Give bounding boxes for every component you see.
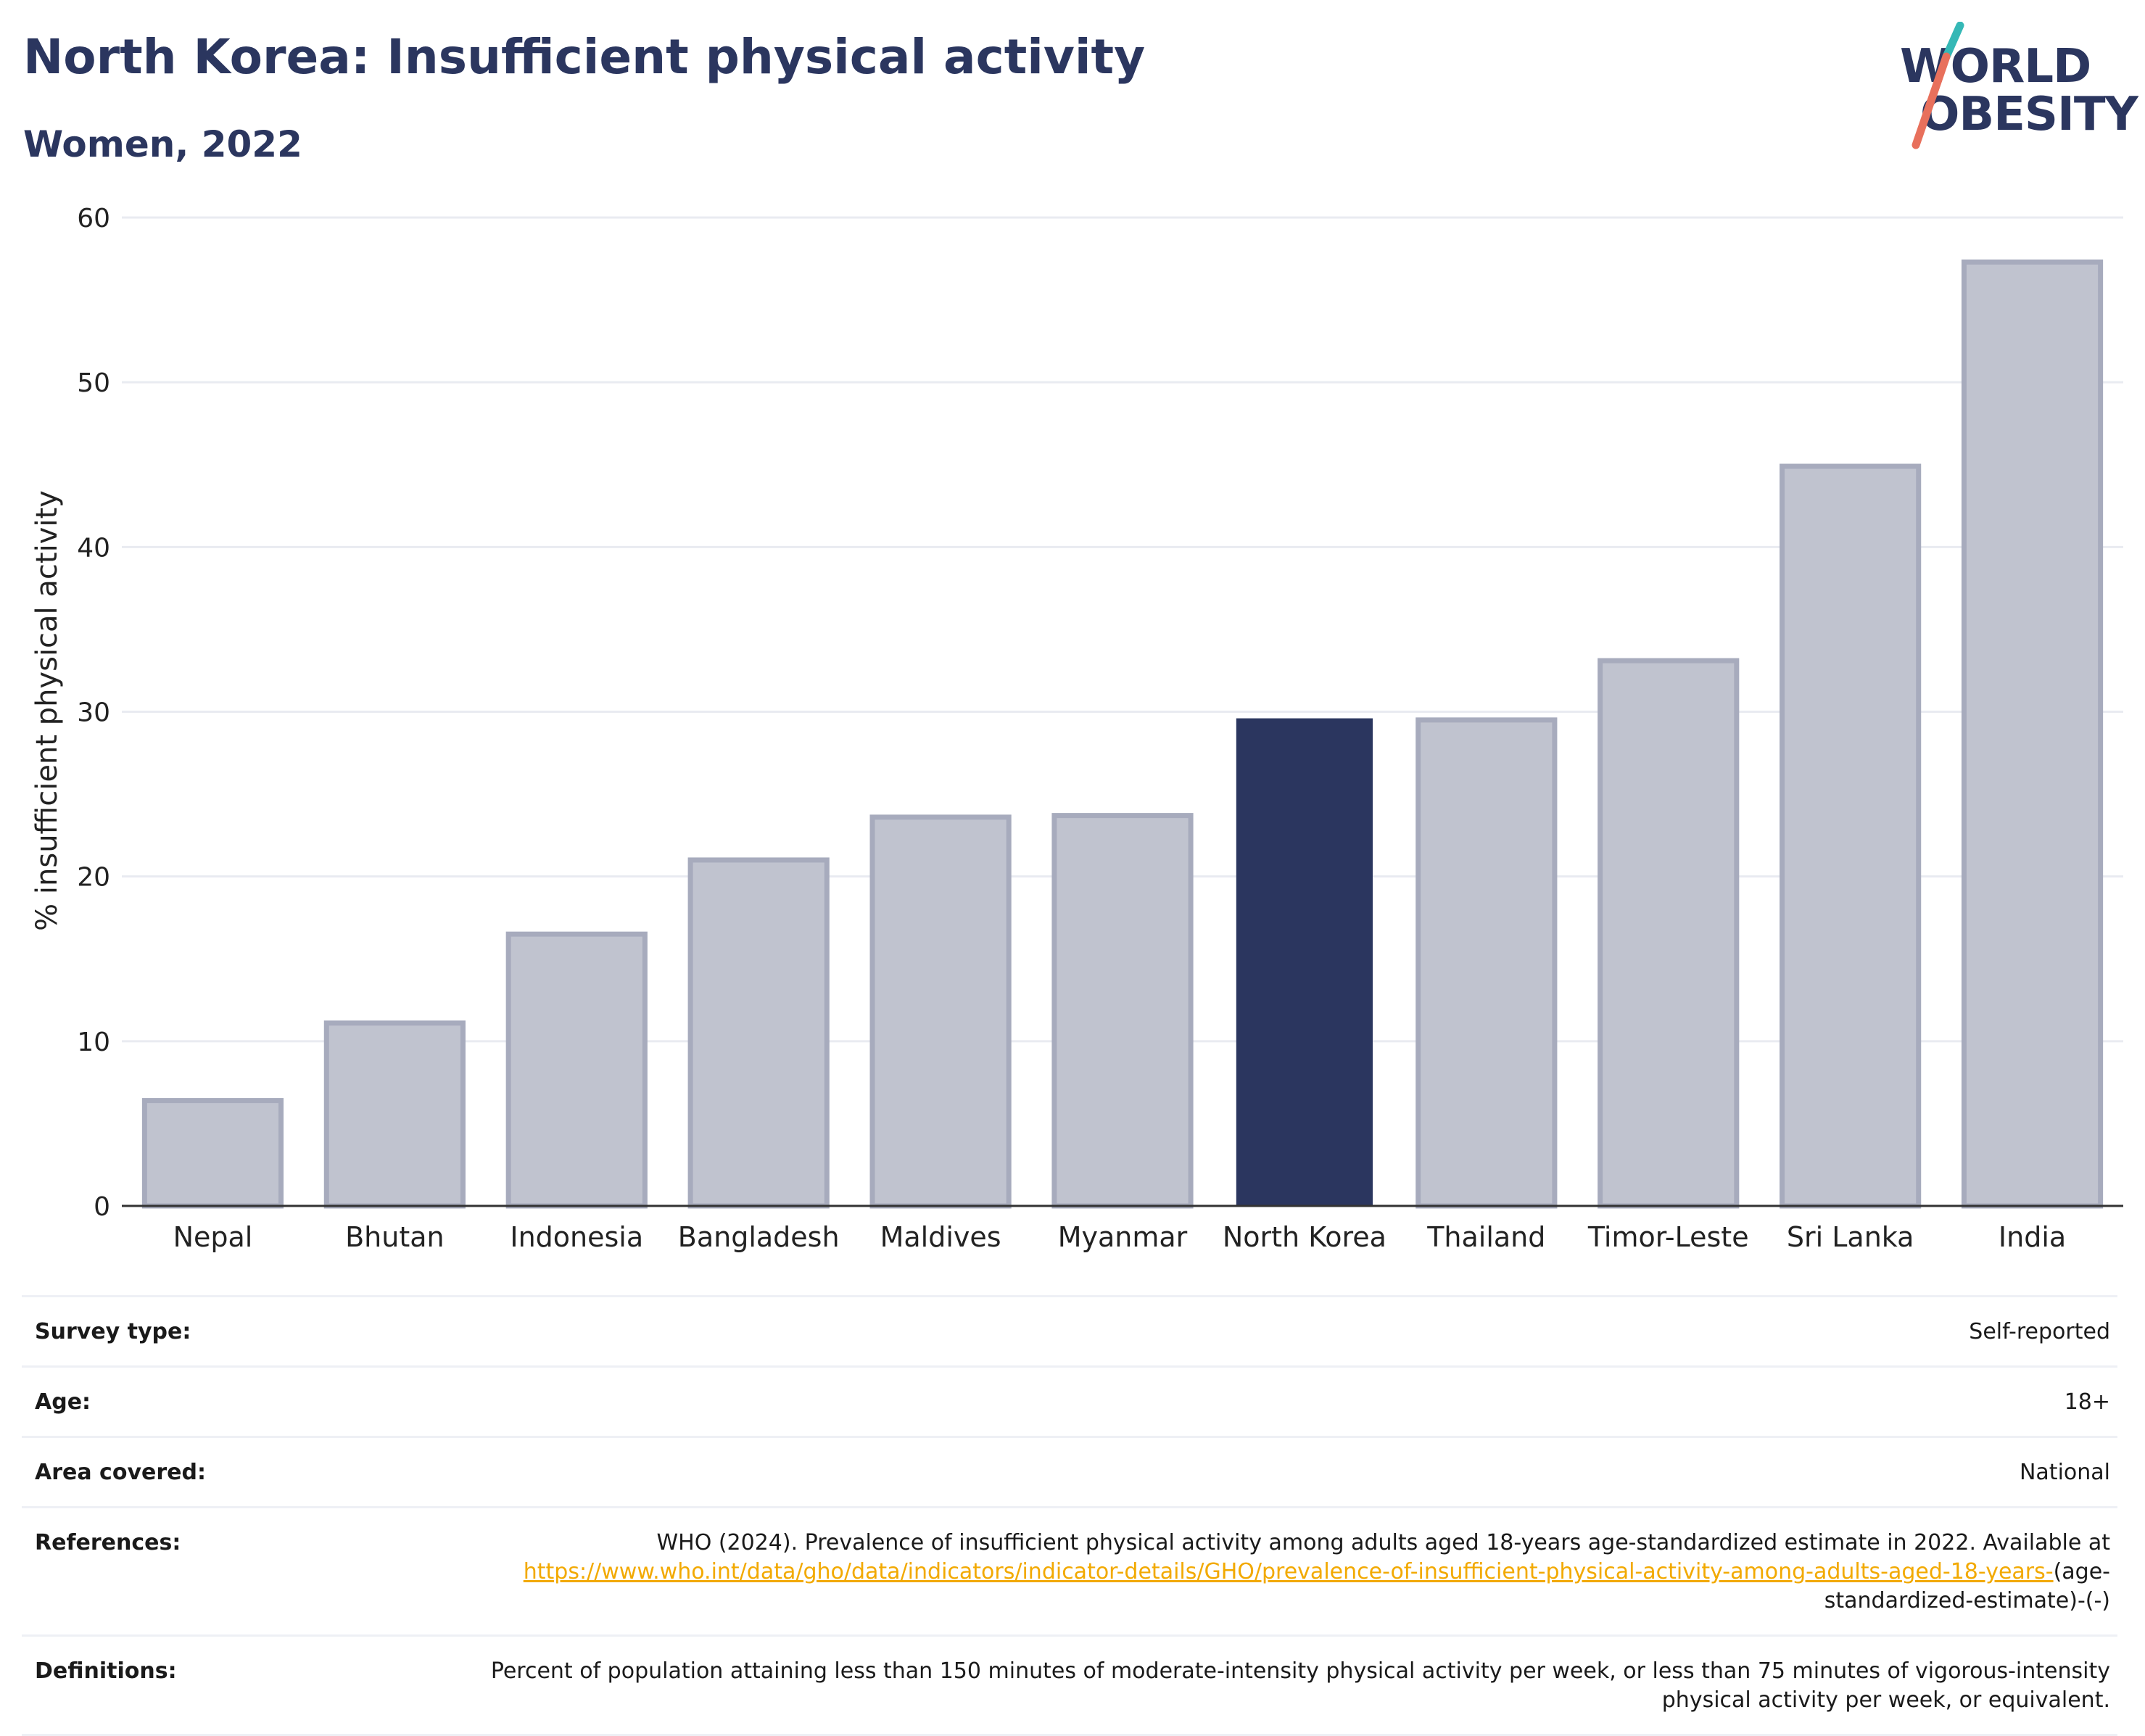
y-tick-label: 50 <box>77 368 110 398</box>
bar-nepal <box>141 1098 284 1209</box>
references-label: References: <box>35 1530 181 1555</box>
x-tick-label: Bangladesh <box>678 1221 840 1253</box>
x-axis-ticks: Nepal Bhutan Indonesia Bangladesh Maldives My… <box>173 1221 2067 1253</box>
page-subtitle: Women, 2022 <box>23 123 302 165</box>
age-value: 18+ <box>2064 1389 2110 1415</box>
references-link[interactable]: https://www.who.int/data/gho/data/indica… <box>523 1559 2054 1584</box>
bar-india <box>1961 259 2104 1209</box>
info-row-references: References: WHO (2024). Prevalence of in… <box>22 1506 2117 1634</box>
info-table: Survey type: Self-reported Age: 18+ Area… <box>22 1295 2117 1736</box>
logo-line-1: WORLD <box>1900 40 2091 94</box>
x-tick-label: Thailand <box>1426 1221 1545 1253</box>
references-suffix: (age-standardized-estimate)-(-) <box>1824 1559 2110 1613</box>
chart-bars <box>141 259 2104 1209</box>
info-row-area: Area covered: National <box>22 1436 2117 1506</box>
survey-type-label: Survey type: <box>35 1319 191 1344</box>
area-covered-value: National <box>2019 1460 2110 1485</box>
x-tick-label: Nepal <box>173 1221 253 1253</box>
logo-line-2: OBESITY <box>1920 88 2138 141</box>
definitions-value: Percent of population attaining less tha… <box>490 1658 2110 1713</box>
references-text: WHO (2024). Prevalence of insufficient p… <box>656 1530 2110 1555</box>
y-axis-ticks: 0 10 20 30 40 50 60 <box>77 204 110 1222</box>
x-tick-label: India <box>1999 1221 2066 1253</box>
x-tick-label: North Korea <box>1223 1221 1386 1253</box>
references-value: WHO (2024). Prevalence of insufficient p… <box>441 1529 2110 1616</box>
bar-chart: 0 10 20 30 40 50 60 % insufficient physical ac… <box>30 204 2123 1253</box>
bar-thailand <box>1415 717 1558 1209</box>
y-tick-label: 40 <box>77 533 110 563</box>
area-covered-label: Area covered: <box>35 1460 206 1485</box>
x-tick-label: Myanmar <box>1058 1221 1188 1253</box>
info-row-age: Age: 18+ <box>22 1365 2117 1436</box>
x-tick-label: Timor-Leste <box>1587 1221 1749 1253</box>
age-label: Age: <box>35 1389 91 1415</box>
y-tick-label: 10 <box>77 1028 110 1057</box>
x-tick-label: Indonesia <box>510 1221 643 1253</box>
definitions-label: Definitions: <box>35 1658 177 1684</box>
y-tick-label: 60 <box>77 204 110 233</box>
bar-maldives <box>869 814 1012 1209</box>
bar-indonesia <box>505 931 648 1209</box>
bar-myanmar <box>1051 813 1194 1209</box>
y-tick-label: 20 <box>77 863 110 893</box>
bar-bangladesh <box>687 857 830 1209</box>
logo-slash-icon <box>1912 22 1964 149</box>
bar-sri-lanka <box>1780 463 1922 1209</box>
x-tick-label: Sri Lanka <box>1787 1221 1914 1253</box>
bar-north-korea <box>1236 718 1373 1206</box>
info-row-survey-type: Survey type: Self-reported <box>22 1295 2117 1365</box>
survey-type-value: Self-reported <box>1969 1319 2110 1344</box>
bar-bhutan <box>323 1020 466 1209</box>
y-tick-label: 0 <box>94 1192 110 1222</box>
bar-timor-leste <box>1598 658 1740 1209</box>
world-obesity-logo: WORLD OBESITY <box>1885 22 2138 156</box>
y-axis-label: % insufficient physical activity <box>30 490 64 931</box>
page-title: North Korea: Insufficient physical activ… <box>23 29 1146 85</box>
x-tick-label: Maldives <box>880 1221 1001 1253</box>
info-row-definitions: Definitions: Percent of population attai… <box>22 1634 2117 1736</box>
y-tick-label: 30 <box>77 698 110 728</box>
x-tick-label: Bhutan <box>345 1221 445 1253</box>
